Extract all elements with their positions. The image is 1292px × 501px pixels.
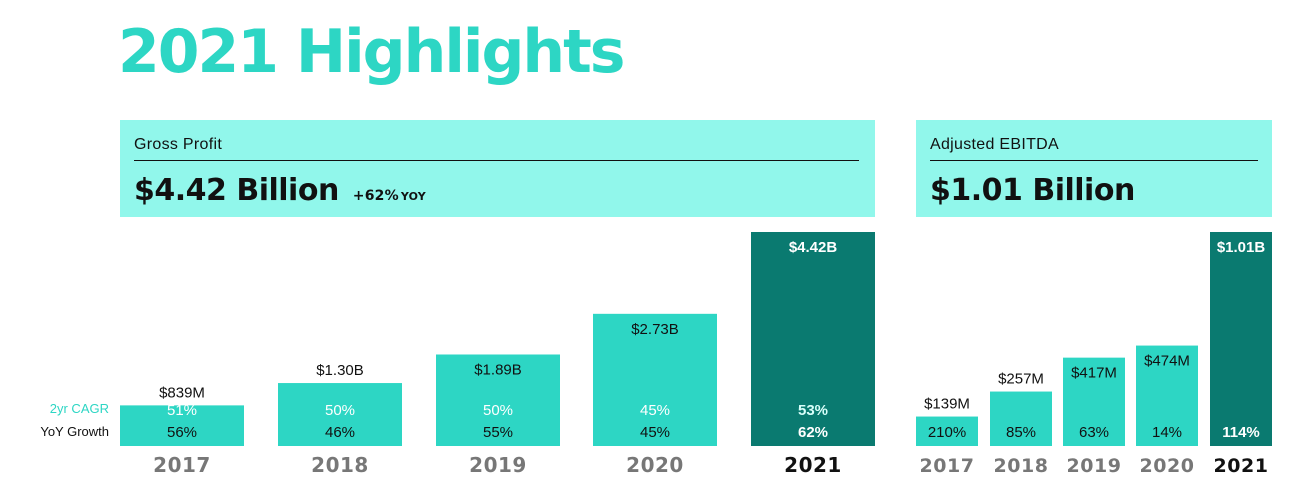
ebitda-year-label-2017: 2017 [920, 455, 975, 477]
gp-cagr-label-2021: 53% [798, 402, 828, 419]
cagr-row-label: 2yr CAGR [49, 401, 109, 416]
gp-yoy-label-2020: 45% [640, 424, 670, 441]
gross-profit-divider [134, 160, 859, 161]
ebitda-yoy-label-2021: 114% [1222, 424, 1260, 441]
gp-yoy-label-2018: 46% [325, 424, 355, 441]
ebitda-yoy-label-2018: 85% [1006, 424, 1036, 441]
gp-value-label-2020: $2.73B [631, 321, 679, 338]
yoy-row-label: YoY Growth [40, 424, 109, 439]
ebitda-bar-2020 [1136, 345, 1198, 446]
ebitda-value-label-2018: $257M [998, 371, 1044, 388]
gross-profit-header: Gross Profit $4.42 Billion +62% YOY [120, 120, 875, 217]
ebitda-bar-2017 [916, 416, 978, 446]
gp-yoy-label-2021: 62% [798, 424, 828, 441]
ebitda-yoy-label-2019: 63% [1079, 424, 1109, 441]
ebitda-yoy-label-2017: 210% [928, 424, 966, 441]
ebitda-value-label-2017: $139M [924, 396, 970, 413]
gp-bar-2018 [278, 383, 402, 446]
gp-year-label-2020: 2020 [626, 453, 684, 477]
gp-year-label-2017: 2017 [153, 453, 211, 477]
gp-value-label-2019: $1.89B [474, 361, 522, 378]
gp-yoy-label-2017: 56% [167, 424, 197, 441]
gp-year-label-2018: 2018 [311, 453, 369, 477]
gp-cagr-label-2019: 50% [483, 402, 513, 419]
gp-cagr-label-2017: 51% [167, 402, 197, 419]
ebitda-year-label-2018: 2018 [994, 455, 1049, 477]
ebitda-bar-2021 [1210, 232, 1272, 446]
ebitda-value-label-2021: $1.01B [1217, 239, 1266, 256]
gp-bar-2017 [120, 405, 244, 446]
ebitda-year-label-2021: 2021 [1214, 455, 1269, 477]
gp-bar-2019 [436, 354, 560, 446]
gp-cagr-label-2020: 45% [640, 402, 670, 419]
gross-profit-label: Gross Profit [134, 136, 223, 153]
gp-year-label-2021: 2021 [784, 453, 842, 477]
gross-profit-value-line: $4.42 Billion +62% YOY [134, 173, 426, 208]
gp-value-label-2017: $839M [159, 384, 205, 401]
gross-profit-yoy-value: +62% [352, 188, 399, 204]
ebitda-bar-2019 [1063, 357, 1125, 446]
ebitda-bar-2018 [990, 391, 1052, 446]
gross-profit-yoy-suffix: YOY [400, 190, 426, 203]
gp-value-label-2021: $4.42B [789, 239, 838, 256]
ebitda-label: Adjusted EBITDA [930, 136, 1059, 153]
ebitda-header: Adjusted EBITDA $1.01 Billion [916, 120, 1272, 217]
page-title: 2021 Highlights [118, 17, 626, 87]
ebitda-value: $1.01 Billion [930, 173, 1135, 208]
gp-yoy-label-2019: 55% [483, 424, 513, 441]
gp-bar-2020 [593, 313, 717, 446]
gp-year-label-2019: 2019 [469, 453, 527, 477]
gross-profit-value: $4.42 Billion [134, 173, 339, 208]
ebitda-year-label-2020: 2020 [1140, 455, 1195, 477]
ebitda-divider [930, 160, 1258, 161]
ebitda-yoy-label-2020: 14% [1152, 424, 1182, 441]
ebitda-value-label-2020: $474M [1144, 353, 1190, 370]
gp-value-label-2018: $1.30B [316, 362, 364, 379]
ebitda-year-label-2019: 2019 [1067, 455, 1122, 477]
gp-cagr-label-2018: 50% [325, 402, 355, 419]
ebitda-value-label-2019: $417M [1071, 365, 1117, 382]
gross-profit-yoy: +62% YOY [353, 188, 426, 204]
gp-bar-2021 [751, 232, 875, 446]
